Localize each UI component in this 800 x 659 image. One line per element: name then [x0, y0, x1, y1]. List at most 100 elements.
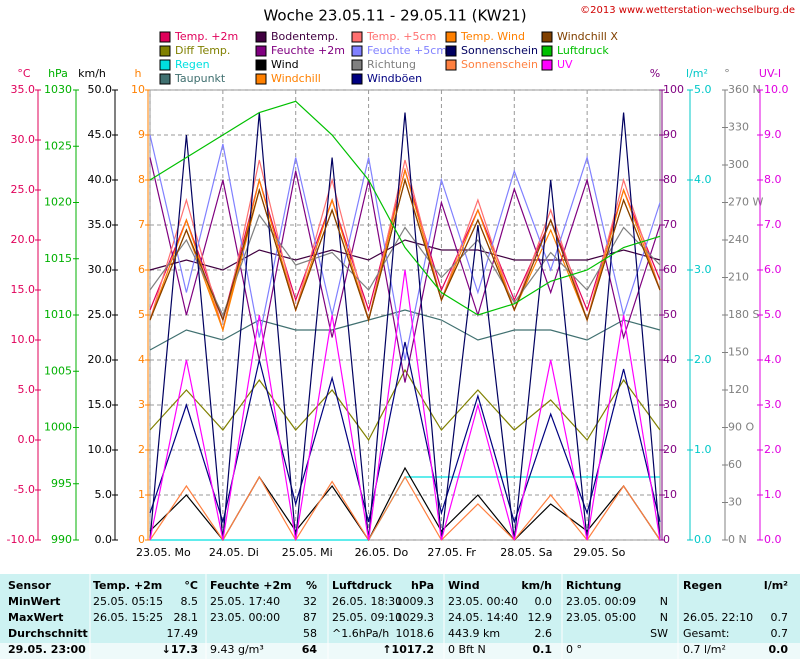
y-tick-label: 100 [663, 83, 684, 96]
y-tick-label: 1010 [44, 308, 72, 321]
axis-label: ° [724, 67, 730, 80]
y-tick-label: 40 [663, 353, 677, 366]
legend-label: Feuchte +2m [271, 44, 345, 57]
y-tick-label: 180 S [728, 308, 759, 321]
table-cell: 23.05. 00:40 [448, 595, 518, 608]
y-tick-label: 5.0 [764, 308, 782, 321]
table-cell: 1009.3 [396, 595, 435, 608]
table-cell: hPa [411, 579, 434, 592]
legend-label: Taupunkt [174, 72, 226, 85]
table-cell: Durchschnitt [8, 627, 88, 640]
table-cell: 0 Bft N [448, 643, 486, 656]
y-tick-label: 9 [138, 128, 145, 141]
table-cell: N [660, 595, 668, 608]
table-cell: 26.05. 15:25 [93, 611, 163, 624]
legend-swatch [159, 45, 171, 57]
legend-swatch [351, 73, 363, 85]
table-cell: 28.1 [174, 611, 199, 624]
legend-label: Wind [271, 58, 299, 71]
legend-swatch [445, 59, 457, 71]
table-cell: 23.05. 00:09 [566, 595, 636, 608]
y-tick-label: 0 [663, 533, 670, 546]
table-cell: 0.7 l/m² [683, 643, 726, 656]
y-tick-label: 9.0 [764, 128, 782, 141]
copyright: ©2013 www.wetterstation-wechselburg.de [580, 5, 795, 16]
legend-swatch [159, 31, 171, 43]
y-tick-label: 25.0 [11, 183, 36, 196]
table-cell: 58 [303, 627, 317, 640]
legend-swatch [351, 59, 363, 71]
chart-title: Woche 23.05.11 - 29.05.11 (KW21) [263, 7, 526, 25]
y-tick-label: 3.0 [694, 263, 712, 276]
legend-label: Windchill [271, 72, 321, 85]
y-tick-label: 360 N [728, 83, 761, 96]
y-tick-label: 8.0 [764, 173, 782, 186]
y-tick-label: 270 W [728, 196, 763, 209]
series-line [149, 100, 661, 316]
legend-swatch [541, 31, 553, 43]
x-tick-label: 23.05. Mo [136, 546, 191, 559]
y-tick-label: 45.0 [88, 128, 113, 141]
y-tick-label: 0.0 [764, 533, 782, 546]
legend-label: Windchill X [557, 30, 618, 43]
series-line [149, 475, 661, 542]
y-tick-label: 7 [138, 218, 145, 231]
table-cell: 12.9 [528, 611, 553, 624]
y-tick-label: 10.0 [88, 443, 113, 456]
y-tick-label: 150 [728, 346, 749, 359]
y-tick-label: 30 [663, 398, 677, 411]
y-tick-label: 0.0 [18, 433, 36, 446]
table-cell: 23.05. 00:00 [210, 611, 280, 624]
legend-label: Diff Temp. [175, 44, 230, 57]
y-tick-label: 50 [663, 308, 677, 321]
y-tick-label: 10.0 [11, 333, 36, 346]
x-tick-label: 26.05. Do [355, 546, 409, 559]
table-cell: 8.5 [181, 595, 199, 608]
series-line [149, 157, 661, 383]
y-tick-label: 300 [728, 158, 749, 171]
table-cell: 25.05. 09:10 [332, 611, 402, 624]
y-tick-label: 90 [663, 128, 677, 141]
y-tick-label: 3 [138, 398, 145, 411]
legend-label: Regen [175, 58, 210, 71]
y-tick-label: 70 [663, 218, 677, 231]
table-cell: 24.05. 14:40 [448, 611, 518, 624]
y-tick-label: 35.0 [88, 218, 113, 231]
y-tick-label: 0 N [728, 533, 747, 546]
table-cell: 1018.6 [396, 627, 435, 640]
series-line [149, 177, 661, 323]
series-line [149, 134, 661, 361]
y-tick-label: 60 [663, 263, 677, 276]
y-tick-label: 0.0 [95, 533, 113, 546]
legend-swatch [255, 59, 267, 71]
y-tick-label: 10 [663, 488, 677, 501]
y-tick-label: 5.0 [694, 83, 712, 96]
legend-label: Temp. Wind [460, 30, 525, 43]
y-tick-label: 10.0 [764, 83, 789, 96]
table-cell: 26.05. 22:10 [683, 611, 753, 624]
series-line [149, 112, 661, 541]
axis-label: hPa [48, 67, 68, 80]
y-tick-label: 1015 [44, 252, 72, 265]
y-tick-label: 1 [138, 488, 145, 501]
y-tick-label: 5.0 [18, 383, 36, 396]
y-tick-label: 6 [138, 263, 145, 276]
axis-label: UV-I [759, 67, 781, 80]
table-cell: °C [184, 579, 198, 592]
table-cell: 0.0 [535, 595, 553, 608]
series-line [149, 368, 661, 442]
y-tick-label: 5 [138, 308, 145, 321]
y-tick-label: 30 [728, 496, 742, 509]
legend-label: Sonnenschein [461, 58, 538, 71]
table-cell: 25.05. 05:15 [93, 595, 163, 608]
y-tick-label: 990 [51, 533, 72, 546]
axis-label: % [650, 67, 660, 80]
legend-label: Luftdruck [557, 44, 609, 57]
table-cell: MinWert [8, 595, 60, 608]
y-tick-label: 30.0 [88, 263, 113, 276]
axis-label: l/m² [686, 67, 708, 80]
y-tick-label: 210 [728, 271, 749, 284]
legend-swatch [541, 45, 553, 57]
y-tick-label: 7.0 [764, 218, 782, 231]
legend-label: Temp. +2m [174, 30, 238, 43]
